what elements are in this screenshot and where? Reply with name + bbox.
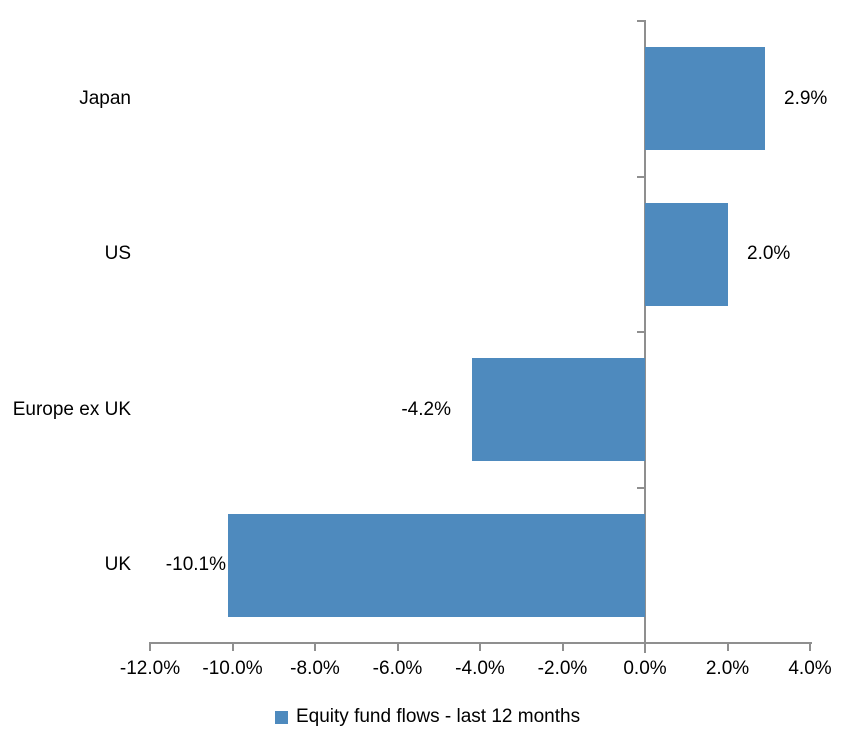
x-axis-tick	[231, 642, 234, 651]
data-label-europe-ex-uk: -4.2%	[401, 398, 451, 420]
y-axis-tick	[637, 331, 646, 333]
category-label-europe-ex-uk: Europe ex UK	[12, 398, 131, 420]
bar-japan	[645, 47, 765, 150]
legend-label: Equity fund flows - last 12 months	[296, 706, 581, 727]
y-axis-tick	[637, 175, 646, 178]
x-axis-tick	[479, 642, 481, 651]
data-label-us: 2.0%	[747, 243, 791, 265]
x-axis-tick	[561, 642, 564, 651]
x-axis-tick-label: -6.0%	[372, 658, 423, 679]
x-axis-tick-label: 2.0%	[705, 658, 750, 679]
category-label-uk: UK	[104, 554, 131, 576]
y-axis-line	[644, 21, 646, 653]
x-axis-tick-label: 0.0%	[623, 658, 667, 679]
category-label-japan: Japan	[79, 87, 131, 109]
x-axis-line	[150, 642, 812, 644]
bar-europe-ex-uk	[472, 358, 645, 461]
x-axis-tick	[809, 642, 811, 651]
y-axis-tick	[637, 486, 646, 489]
data-label-uk: -10.1%	[165, 554, 226, 576]
bar-uk	[228, 514, 645, 617]
data-label-japan: 2.9%	[784, 87, 828, 109]
y-axis-tick	[637, 20, 646, 22]
x-axis-tick-label: -2.0%	[537, 658, 588, 679]
x-axis-tick-label: -8.0%	[290, 658, 340, 679]
x-axis-tick-label: -10.0%	[202, 658, 263, 679]
x-axis-tick	[149, 642, 151, 651]
x-axis-tick-label: 4.0%	[788, 658, 832, 679]
x-axis-tick	[396, 642, 399, 651]
x-axis-tick	[726, 642, 729, 651]
legend-square-icon	[275, 710, 288, 724]
x-axis-tick-label: -4.0%	[455, 658, 505, 679]
bar-us	[645, 203, 728, 306]
x-axis-tick	[314, 642, 316, 651]
category-label-us: US	[104, 243, 131, 265]
x-axis-tick-label: -12.0%	[119, 658, 181, 679]
chart-legend: Equity fund flows - last 12 months	[275, 705, 580, 729]
